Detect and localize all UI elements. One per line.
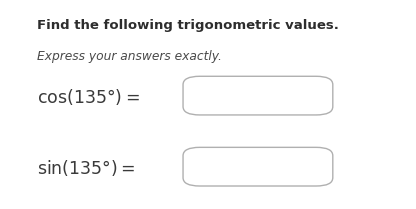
Text: Express your answers exactly.: Express your answers exactly. [37, 50, 222, 63]
FancyBboxPatch shape [183, 76, 333, 115]
Text: $\mathrm{sin}(135°) =$: $\mathrm{sin}(135°) =$ [37, 158, 136, 178]
Text: $\mathrm{cos}(135°) =$: $\mathrm{cos}(135°) =$ [37, 87, 140, 107]
FancyBboxPatch shape [183, 147, 333, 186]
Text: Find the following trigonometric values.: Find the following trigonometric values. [37, 19, 339, 32]
